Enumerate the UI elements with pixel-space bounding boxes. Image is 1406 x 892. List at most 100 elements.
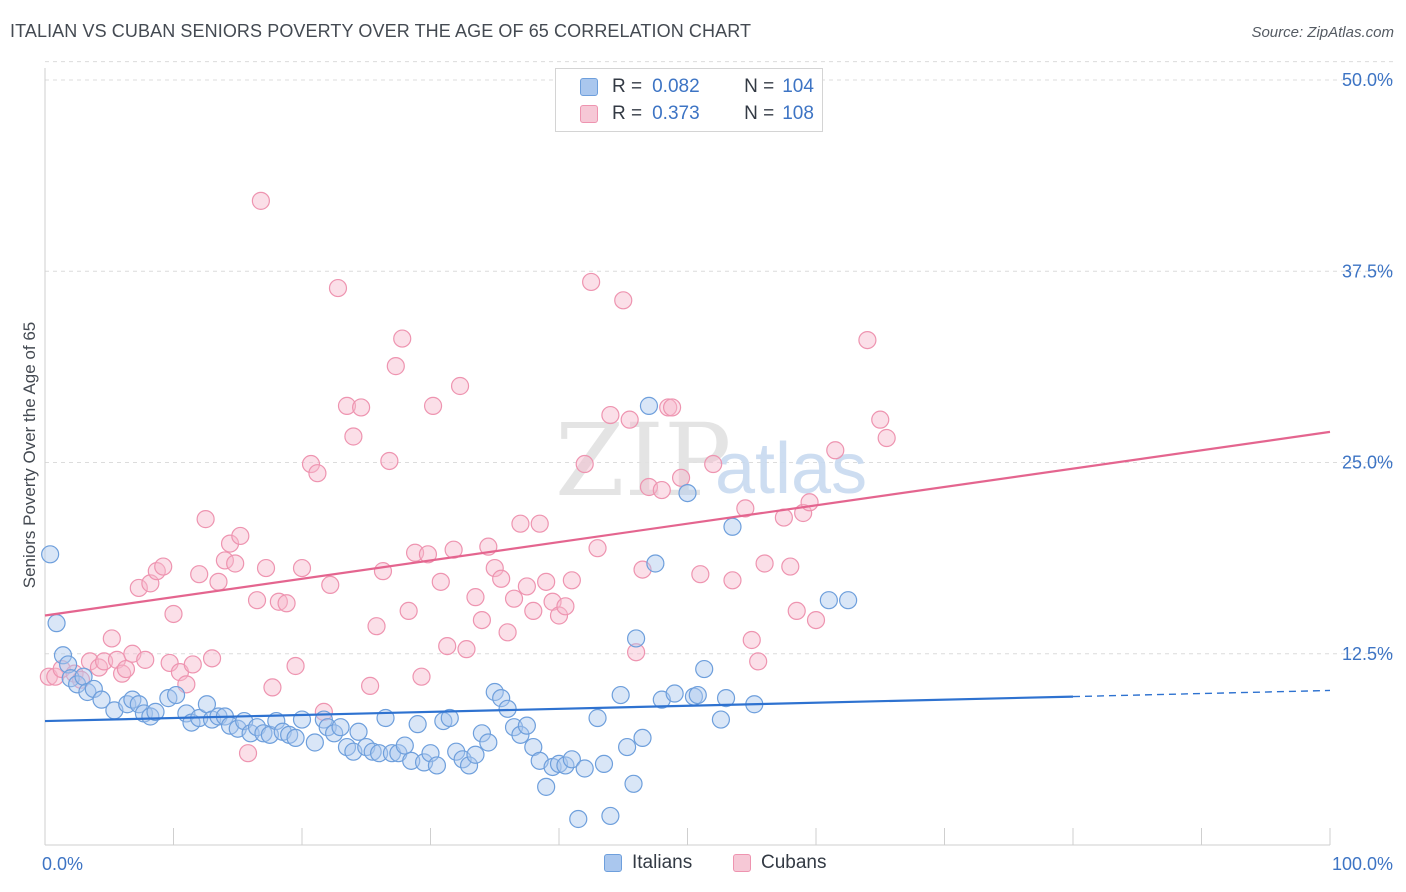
cubans-point	[147, 562, 166, 581]
cubans-point	[386, 357, 405, 376]
r-value: 0.373	[652, 103, 700, 124]
legend-label-cubans: Cubans	[761, 852, 827, 873]
y-tick-label: 25.0%	[1342, 453, 1393, 473]
italians-point	[337, 737, 357, 757]
cubans-point	[562, 571, 581, 590]
italians-point	[594, 754, 614, 774]
r-label: R =	[612, 103, 643, 124]
italians-point	[466, 745, 485, 764]
cubans-point	[256, 558, 276, 578]
cubans-point	[626, 643, 646, 662]
cubans-point	[511, 514, 530, 533]
italians-point	[624, 774, 643, 793]
cubans-point	[393, 329, 412, 348]
cubans-point	[530, 514, 549, 533]
legend-item-italians: Italians	[604, 852, 692, 874]
cubans-point	[498, 623, 517, 642]
cubans-point	[438, 636, 457, 656]
cubans-point	[466, 588, 485, 607]
italians-point	[588, 708, 607, 728]
y-axis-title: Seniors Poverty Over the Age of 65	[20, 322, 39, 588]
cubans-point	[742, 630, 761, 650]
cubans-legend-swatch	[733, 854, 751, 872]
cubans-point	[588, 539, 607, 558]
cubans-point	[344, 427, 363, 446]
cubans-points	[39, 191, 896, 763]
cubans-point	[736, 499, 755, 518]
cubans-point	[787, 601, 806, 621]
legend-row-cubans: R = 0.373 N = 108	[580, 102, 814, 126]
cubans-point	[183, 655, 202, 674]
italians-trend-extension	[1072, 689, 1331, 698]
r-value: 0.082	[652, 76, 700, 97]
watermark: ZIP atlas	[555, 402, 867, 519]
cubans-point	[691, 565, 710, 584]
cubans-swatch	[580, 105, 598, 123]
r-label: R =	[612, 76, 643, 97]
italians-point	[678, 484, 697, 503]
cubans-point	[723, 571, 742, 590]
italians-point	[331, 718, 350, 737]
cubans-point	[575, 454, 594, 474]
trend-lines	[44, 430, 1331, 723]
cubans-point	[380, 451, 399, 471]
cubans-point	[517, 577, 536, 596]
cubans-point	[231, 526, 250, 546]
italians-point	[363, 742, 382, 761]
watermark-zip: ZIP	[555, 402, 731, 519]
cubans-point	[450, 376, 470, 396]
cubans-point	[269, 592, 288, 611]
cubans-point	[301, 454, 321, 474]
italians-point	[166, 685, 186, 705]
italians-point	[575, 759, 594, 778]
cubans-point	[549, 606, 569, 625]
italians-point	[472, 724, 491, 743]
italians-point	[254, 724, 273, 743]
italians-point	[569, 809, 588, 829]
cubans-point	[537, 572, 556, 591]
cubans-point	[877, 428, 896, 448]
italians-point	[286, 728, 305, 748]
cubans-point	[361, 676, 380, 695]
italians-point	[819, 591, 838, 610]
italians-swatch	[580, 78, 598, 96]
cubans-point	[601, 405, 620, 425]
cubans-point	[704, 454, 723, 474]
italians-point	[440, 708, 459, 728]
cubans-point	[524, 601, 543, 621]
italians-point	[129, 695, 148, 714]
cubans-point	[196, 510, 215, 529]
n-value: 104	[782, 76, 814, 97]
cubans-point	[308, 464, 327, 483]
italians-point	[839, 591, 858, 610]
cubans-point	[337, 396, 357, 415]
cubans-point	[781, 557, 800, 576]
italians-point	[92, 690, 111, 709]
cubans-point	[292, 558, 312, 578]
italians-point	[601, 806, 620, 826]
cubans-point	[129, 578, 148, 598]
italians-point	[123, 690, 142, 709]
cubans-point	[136, 650, 155, 669]
cubans-point	[116, 659, 136, 679]
cubans-point	[220, 534, 240, 553]
italians-point	[292, 710, 312, 729]
cubans-point	[367, 617, 386, 636]
italians-point	[711, 710, 731, 729]
y-tick-labels: 12.5% 25.0% 37.5% 50.0%	[1342, 70, 1393, 664]
italians-point	[305, 733, 324, 752]
n-label: N =	[744, 76, 775, 97]
italians-point	[395, 736, 414, 755]
italians-point	[626, 629, 646, 648]
cubans-point	[399, 601, 418, 621]
italians-point	[47, 614, 66, 633]
italians-legend-swatch	[604, 854, 622, 872]
cubans-point	[582, 272, 601, 292]
italians-point	[427, 756, 447, 775]
italians-point	[511, 725, 530, 744]
cubans-point	[662, 398, 682, 417]
italians-point	[639, 396, 659, 415]
cubans-point	[871, 410, 890, 429]
italians-point	[618, 737, 637, 757]
